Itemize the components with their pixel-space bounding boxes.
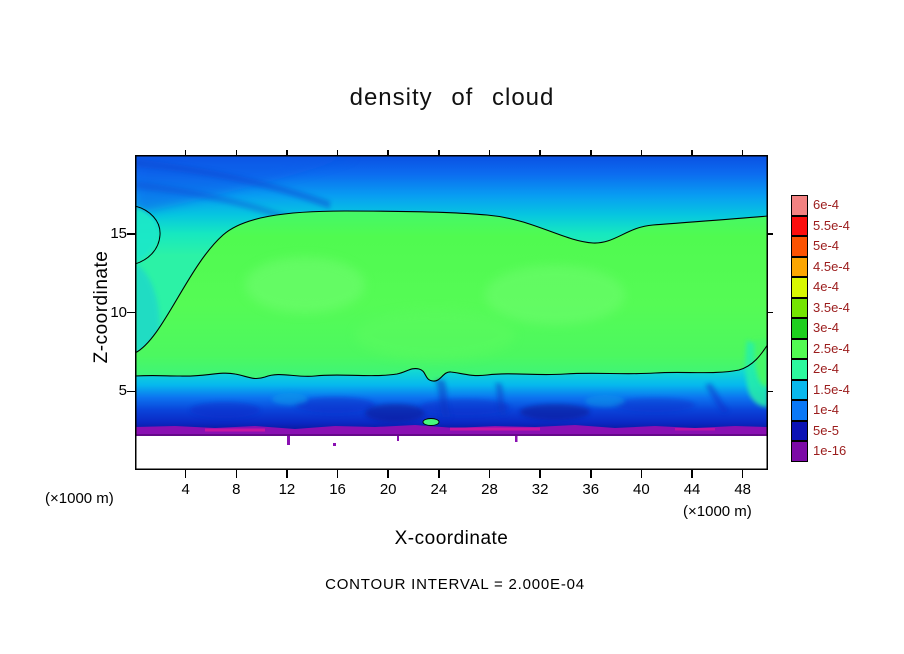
- x-tick-top: [590, 150, 592, 155]
- contour-field: [134, 155, 769, 470]
- colorbar-label: 5e-4: [813, 238, 840, 254]
- colorbar-box: [791, 256, 808, 277]
- x-tick: [691, 470, 693, 478]
- x-tick-label: 4: [181, 481, 190, 498]
- colorbar-box: [791, 379, 808, 400]
- x-tick-label: 8: [232, 481, 241, 498]
- x-tick-label: 48: [734, 481, 752, 498]
- x-tick-top: [741, 150, 744, 155]
- x-tick-top: [387, 150, 389, 155]
- x-tick: [539, 470, 541, 478]
- x-tick-top: [438, 150, 440, 155]
- x-tick-top: [336, 150, 339, 155]
- colorbar-label: 5e-5: [813, 422, 840, 438]
- colorbar-box: [791, 318, 808, 339]
- colorbar-label: 4e-4: [813, 279, 840, 295]
- x-tick: [286, 470, 288, 478]
- x-axis-label: X-coordinate: [394, 528, 509, 549]
- x-tick-top: [691, 150, 693, 155]
- y-tick: [127, 390, 135, 392]
- x-tick: [184, 470, 187, 478]
- x-tick: [387, 470, 389, 478]
- y-tick-label: 5: [118, 382, 127, 400]
- x-tick-label: 44: [683, 481, 701, 498]
- colorbar-box: [791, 338, 808, 359]
- x-tick: [640, 470, 643, 478]
- x-tick-top: [286, 150, 288, 155]
- y-tick: [127, 233, 135, 235]
- x-tick-label: 16: [329, 481, 346, 498]
- colorbar-label: 3.5e-4: [813, 299, 850, 315]
- x-tick: [235, 470, 238, 478]
- colorbar-box: [791, 441, 808, 462]
- y-tick-label: 15: [110, 224, 127, 242]
- x-tick: [488, 470, 491, 478]
- y-tick-right: [768, 390, 773, 392]
- y-tick-label: 10: [110, 303, 127, 321]
- x-unit-label-right: (×1000 m): [683, 503, 752, 520]
- colorbar-box: [791, 195, 808, 216]
- x-tick-label: 40: [633, 481, 650, 498]
- x-tick-top: [539, 150, 541, 155]
- x-tick-label: 28: [481, 481, 498, 498]
- x-tick: [741, 470, 744, 478]
- y-tick: [127, 311, 135, 314]
- x-tick: [438, 470, 440, 478]
- x-tick-label: 20: [379, 481, 397, 498]
- x-tick-label: 24: [430, 481, 448, 498]
- colorbar-label: 3e-4: [813, 320, 840, 336]
- colorbar-label: 5.5e-4: [813, 217, 850, 233]
- colorbar-box: [791, 400, 808, 421]
- colorbar-box: [791, 359, 808, 380]
- x-tick: [336, 470, 339, 478]
- x-tick-top: [488, 150, 491, 155]
- x-tick-label: 12: [278, 481, 296, 498]
- x-tick-top: [640, 150, 643, 155]
- x-tick-label: 32: [531, 481, 549, 498]
- colorbar-label: 1e-4: [813, 402, 840, 418]
- x-tick-label: 36: [582, 481, 600, 498]
- colorbar-box: [791, 420, 808, 441]
- x-tick: [590, 470, 592, 478]
- x-tick-top: [184, 150, 187, 155]
- chart-title: density of cloud: [349, 84, 555, 111]
- plot-area: [134, 155, 769, 470]
- colorbar-label: 2e-4: [813, 361, 840, 377]
- colorbar-label: 1.5e-4: [813, 381, 850, 397]
- y-tick-right: [768, 233, 773, 235]
- colorbar-box: [791, 215, 808, 236]
- y-tick-right: [768, 311, 773, 314]
- colorbar-box: [791, 277, 808, 298]
- colorbar-label: 6e-4: [813, 197, 840, 213]
- colorbar-label: 4.5e-4: [813, 258, 850, 274]
- colorbar-label: 1e-16: [813, 443, 847, 459]
- colorbar-box: [791, 297, 808, 318]
- colorbar-label: 2.5e-4: [813, 340, 850, 356]
- x-unit-label-left: (×1000 m): [45, 490, 114, 507]
- colorbar-box: [791, 236, 808, 257]
- contour-interval-note: CONTOUR INTERVAL = 2.000E-04: [325, 576, 585, 593]
- x-tick-top: [235, 150, 238, 155]
